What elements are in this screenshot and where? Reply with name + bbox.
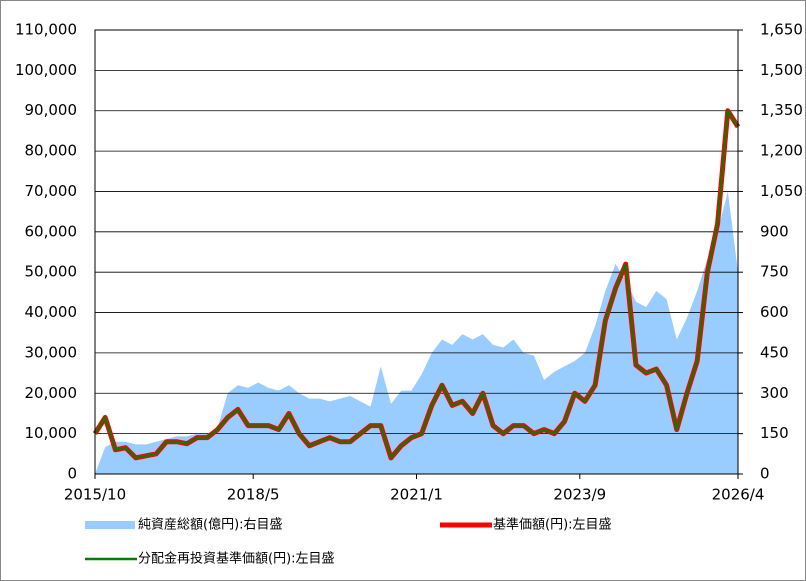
y2-tick-label: 150: [760, 424, 789, 442]
x-tick-label: 2021/1: [390, 486, 443, 504]
legend-swatch: [85, 521, 135, 529]
y-tick-label: 60,000: [25, 222, 78, 240]
y2-tick-label: 900: [760, 222, 789, 240]
y-tick-label: 80,000: [25, 142, 78, 160]
y2-tick-label: 1,050: [760, 182, 803, 200]
y-tick-label: 30,000: [25, 343, 78, 361]
y-tick-label: 20,000: [25, 384, 78, 402]
x-tick-label: 2026/4: [712, 486, 765, 504]
x-tick-label: 2018/5: [227, 486, 280, 504]
x-tick-label: 2015/10: [64, 486, 126, 504]
area: [95, 191, 738, 475]
legend-label: 純資産総額(億円):右目盛: [138, 517, 283, 533]
y-tick-label: 100,000: [15, 61, 77, 79]
y-tick-label: 90,000: [25, 101, 78, 119]
line: [94, 109, 739, 459]
y2-tick-label: 750: [760, 263, 789, 281]
y-tick-label: 70,000: [25, 182, 78, 200]
y-tick-label: 110,000: [15, 21, 77, 39]
y2-tick-label: 1,500: [760, 61, 803, 79]
y2-tick-label: 600: [760, 303, 789, 321]
plot-border: [94, 29, 739, 475]
y2-tick-label: 450: [760, 343, 789, 361]
y2-tick-label: 300: [760, 384, 789, 402]
y-tick-label: 10,000: [25, 424, 78, 442]
y2-tick-label: 0: [760, 465, 770, 483]
y-tick-label: 50,000: [25, 263, 78, 281]
legend-label: 基準価額(円):左目盛: [493, 517, 612, 533]
y2-tick-label: 1,350: [760, 101, 803, 119]
y-tick-label: 0: [67, 465, 77, 483]
x-tick-label: 2023/9: [553, 486, 606, 504]
y2-tick-label: 1,200: [760, 142, 803, 160]
y-tick-label: 40,000: [25, 303, 78, 321]
legend-label: 分配金再投資基準価額(円):左目盛: [138, 551, 335, 567]
y2-tick-label: 1,650: [760, 21, 803, 39]
